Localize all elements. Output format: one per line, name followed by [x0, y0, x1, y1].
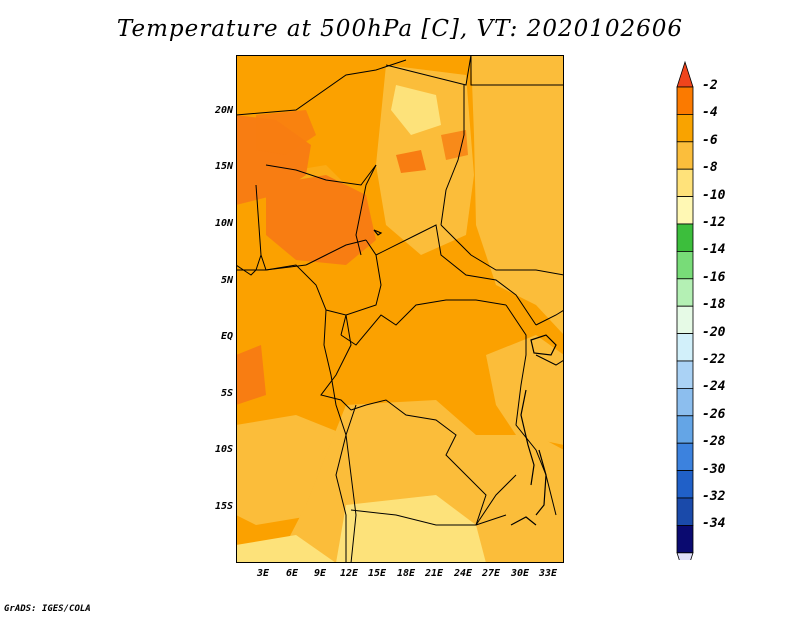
map-title: Temperature at 500hPa [C], VT: 202010260… — [116, 16, 684, 42]
lon-label-15e: 15E — [367, 568, 387, 579]
lat-label-15n: 15N — [214, 161, 233, 172]
colorbar-swatch — [676, 470, 694, 499]
colorbar-swatch — [676, 223, 694, 252]
colorbar-label: -10 — [702, 187, 726, 203]
cool-region-northeast — [471, 55, 564, 335]
colorbar-label: -32 — [702, 489, 726, 504]
lat-label-eq: EQ — [220, 331, 233, 342]
lake-tanganyika — [520, 389, 535, 486]
lon-label-9e: 9E — [313, 568, 327, 579]
lat-label-5s: 5S — [220, 388, 233, 399]
colorbar-label: -18 — [702, 297, 726, 313]
lake-malawi — [535, 449, 547, 516]
border-nigeria-cameroon — [305, 239, 367, 266]
lon-label-3e: 3E — [256, 568, 270, 579]
cool-region-east — [486, 335, 564, 445]
lon-label-21e: 21E — [424, 568, 444, 579]
colorbar-label: -4 — [702, 105, 718, 121]
lon-label-6e: 6E — [285, 568, 299, 579]
border-uganda — [535, 309, 564, 326]
coolest-region-southwest — [236, 535, 336, 563]
lon-label-30e: 30E — [510, 568, 530, 579]
map-svg — [236, 55, 564, 563]
colorbar-swatch — [676, 442, 694, 472]
border-car-sudan — [440, 224, 564, 276]
colorbar-swatch — [676, 415, 694, 444]
colorbar-label: -8 — [702, 160, 718, 176]
lon-label-12e: 12E — [339, 568, 359, 579]
colorbar-label: -2 — [702, 78, 718, 93]
coolest-region-north — [391, 85, 441, 135]
colorbar — [676, 60, 694, 560]
border-congo-car — [340, 299, 507, 346]
border-chad-sudan — [440, 85, 465, 226]
warm-region-mali — [256, 110, 316, 155]
border-car — [375, 224, 537, 326]
colorbar-label: -12 — [702, 215, 726, 230]
border-kenya — [535, 354, 564, 366]
temperature-map — [236, 55, 564, 563]
colorbar-swatch — [676, 278, 694, 307]
border-benin-nigeria — [255, 184, 307, 271]
border-angola-zambia — [350, 509, 507, 526]
lakes — [373, 229, 557, 526]
lon-label-24e: 24E — [453, 568, 473, 579]
border-niger-chad — [355, 164, 377, 256]
colorbar-label: -34 — [702, 516, 726, 532]
border-drc-angola — [350, 399, 487, 526]
colorbar-label: -26 — [702, 406, 726, 422]
credit-text: GrADS: IGES/COLA — [4, 604, 91, 614]
colorbar-swatch — [676, 86, 694, 115]
colorbar-top-arrow — [676, 60, 694, 88]
warm-region-spot — [396, 150, 426, 173]
colorbar-swatch — [676, 196, 694, 225]
colorbar-bottom-arrow — [676, 552, 694, 560]
colorbar-label: -24 — [702, 379, 726, 395]
lat-label-10n: 10N — [214, 218, 233, 229]
colorbar-label: -16 — [702, 269, 726, 285]
border-libya — [385, 55, 472, 86]
lat-label-15s: 15S — [214, 501, 233, 512]
colorbar-swatch — [676, 524, 694, 554]
lat-label-10s: 10S — [214, 444, 233, 455]
colorbar-label: -22 — [702, 352, 726, 367]
lake-chad — [373, 229, 383, 236]
warm-region-sudan — [441, 130, 468, 160]
border-zambia-drc — [475, 474, 517, 526]
lat-label-20n: 20N — [214, 105, 233, 116]
coastline — [236, 264, 357, 563]
warm-region-nigeria — [266, 175, 376, 265]
colorbar-swatch — [676, 305, 694, 334]
border-algeria-mali — [236, 59, 407, 116]
colorbar-swatch — [676, 141, 694, 170]
colorbar-label: -28 — [702, 434, 726, 450]
colorbar-swatches — [676, 60, 694, 560]
colorbar-swatch — [676, 497, 694, 526]
map-frame — [236, 55, 564, 563]
border-egypt — [470, 55, 564, 86]
lon-label-27e: 27E — [481, 568, 501, 579]
border-cameroon-chad — [340, 239, 382, 336]
warm-region-gabon — [236, 345, 266, 405]
colorbar-label: -30 — [702, 461, 726, 477]
colorbar-label: -6 — [702, 132, 718, 148]
lake-kariba — [510, 516, 537, 526]
colorbar-swatch — [676, 250, 694, 280]
colorbar-label: -14 — [702, 242, 726, 258]
colorbar-swatch — [676, 333, 694, 362]
colorbar-swatch — [676, 387, 694, 417]
border-gabon-congo — [320, 309, 352, 411]
lake-victoria — [530, 334, 557, 356]
colorbar-swatch — [676, 114, 694, 143]
lat-label-5n: 5N — [220, 275, 233, 286]
border-niger-nigeria — [265, 164, 377, 186]
country-borders — [236, 55, 564, 563]
colorbar-label: -20 — [702, 324, 726, 340]
colorbar-swatch — [676, 360, 694, 389]
colorbar-swatch — [676, 168, 694, 197]
lon-label-18e: 18E — [396, 568, 416, 579]
lon-label-33e: 33E — [538, 568, 558, 579]
border-angola-west — [335, 404, 357, 563]
